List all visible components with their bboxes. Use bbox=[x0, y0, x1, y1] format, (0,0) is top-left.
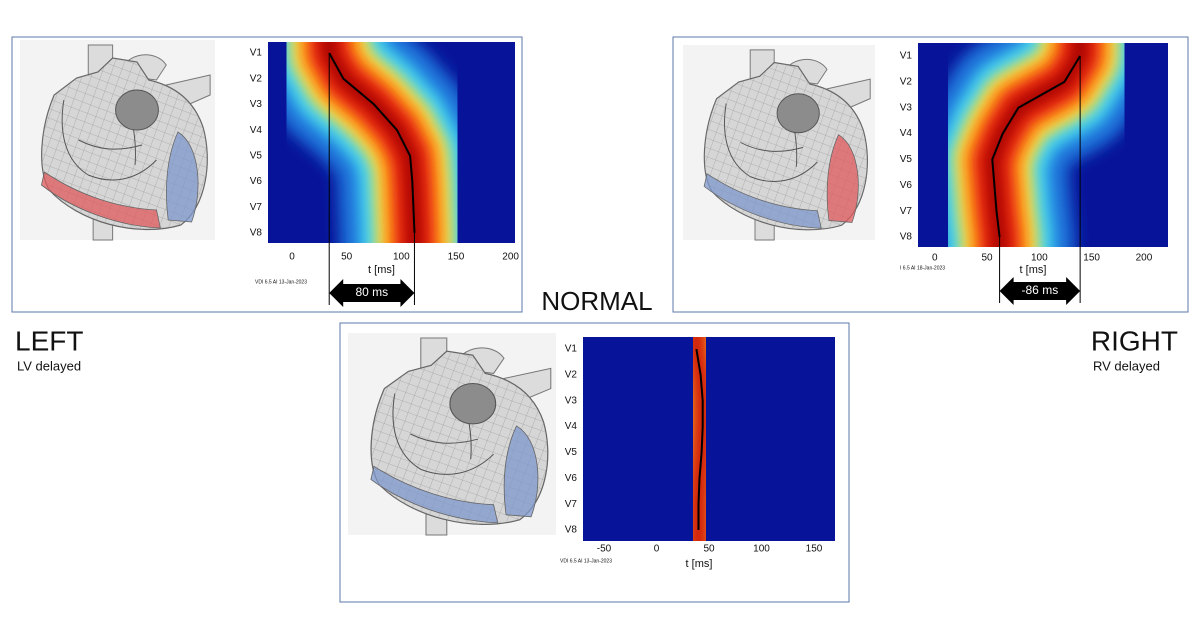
duration-arrow bbox=[329, 279, 415, 307]
lead-label: V3 bbox=[250, 99, 263, 110]
lead-label: V7 bbox=[565, 499, 578, 510]
lead-label: V4 bbox=[565, 421, 578, 432]
heatmap bbox=[583, 337, 835, 541]
activation-line bbox=[991, 55, 1081, 238]
x-tick-label: 200 bbox=[502, 252, 519, 263]
x-tick-label: 0 bbox=[289, 252, 295, 263]
left-sublabel: LV delayed bbox=[17, 358, 81, 373]
lead-label: V8 bbox=[250, 228, 263, 239]
x-tick-label: 100 bbox=[1031, 253, 1048, 264]
lead-label: V4 bbox=[250, 125, 263, 136]
heart-mesh bbox=[704, 62, 868, 230]
lead-label: V8 bbox=[900, 232, 913, 243]
x-tick-label: 100 bbox=[753, 544, 770, 555]
left-label: LEFT bbox=[15, 325, 83, 356]
duration-arrow bbox=[999, 277, 1081, 305]
panel-frame bbox=[11, 36, 523, 313]
x-tick-label: 150 bbox=[806, 544, 823, 555]
x-tick-label: 0 bbox=[932, 253, 938, 264]
lead-label: V7 bbox=[250, 202, 263, 213]
x-tick-label: 150 bbox=[448, 252, 465, 263]
activation-line bbox=[328, 52, 416, 234]
heatmap bbox=[268, 42, 515, 243]
x-tick-label: -50 bbox=[597, 544, 612, 555]
rv-region bbox=[165, 131, 199, 223]
x-axis-label: t [ms] bbox=[368, 264, 395, 276]
heart-mesh bbox=[41, 58, 208, 230]
lead-label: V7 bbox=[900, 206, 913, 217]
version-footer: I 6.5 AI 18-Jan-2023 bbox=[900, 265, 945, 271]
heatmap bbox=[918, 43, 1168, 247]
right-sublabel: RV delayed bbox=[1093, 358, 1160, 373]
x-tick-label: 200 bbox=[1136, 253, 1153, 264]
lead-label: V1 bbox=[250, 48, 263, 59]
lead-label: V4 bbox=[900, 128, 913, 139]
lead-label: V6 bbox=[565, 473, 578, 484]
x-tick-label: 50 bbox=[341, 252, 353, 263]
lead-label: V8 bbox=[565, 525, 578, 536]
lead-label: V2 bbox=[250, 73, 263, 84]
version-footer: VDI 6.5 AI 13-Jan-2023 bbox=[560, 558, 612, 564]
duration-label: 80 ms bbox=[355, 285, 388, 299]
lead-label: V2 bbox=[565, 369, 578, 380]
rv-region bbox=[826, 134, 859, 223]
version-footer: VDI 6.5 AI 13-Jan-2023 bbox=[255, 279, 307, 285]
x-axis-label: t [ms] bbox=[686, 558, 713, 570]
lead-label: V1 bbox=[565, 344, 578, 355]
duration-label: -86 ms bbox=[1022, 283, 1059, 297]
heart-shade bbox=[776, 93, 820, 134]
heart-illustration bbox=[370, 337, 552, 536]
lead-label: V5 bbox=[565, 447, 578, 458]
x-tick-label: 100 bbox=[393, 252, 410, 263]
lead-label: V3 bbox=[900, 102, 913, 113]
heart-mesh bbox=[371, 351, 548, 525]
lead-label: V5 bbox=[900, 154, 913, 165]
heart-illustration bbox=[41, 44, 211, 241]
heart-illustration bbox=[703, 49, 871, 241]
lv-region bbox=[370, 465, 499, 524]
lead-label: V5 bbox=[250, 150, 263, 161]
lead-label: V2 bbox=[900, 76, 913, 87]
lead-label: V6 bbox=[900, 180, 913, 191]
x-tick-label: 0 bbox=[654, 544, 660, 555]
x-tick-label: 150 bbox=[1083, 253, 1100, 264]
panel-frame bbox=[672, 36, 1189, 313]
lead-label: V1 bbox=[900, 51, 913, 62]
normal-label: NORMAL bbox=[541, 286, 652, 316]
x-axis-label: t [ms] bbox=[1020, 264, 1047, 276]
panel-frame bbox=[339, 322, 850, 603]
x-tick-label: 50 bbox=[703, 544, 715, 555]
x-tick-label: 50 bbox=[981, 253, 993, 264]
heart-shade bbox=[115, 89, 159, 131]
lead-label: V6 bbox=[250, 176, 263, 187]
lv-region bbox=[703, 173, 822, 229]
lv-region bbox=[41, 171, 161, 229]
rv-region bbox=[503, 425, 539, 518]
heart-shade bbox=[449, 382, 497, 425]
right-label: RIGHT bbox=[1091, 325, 1178, 356]
activation-line bbox=[695, 348, 704, 530]
lead-label: V3 bbox=[565, 395, 578, 406]
